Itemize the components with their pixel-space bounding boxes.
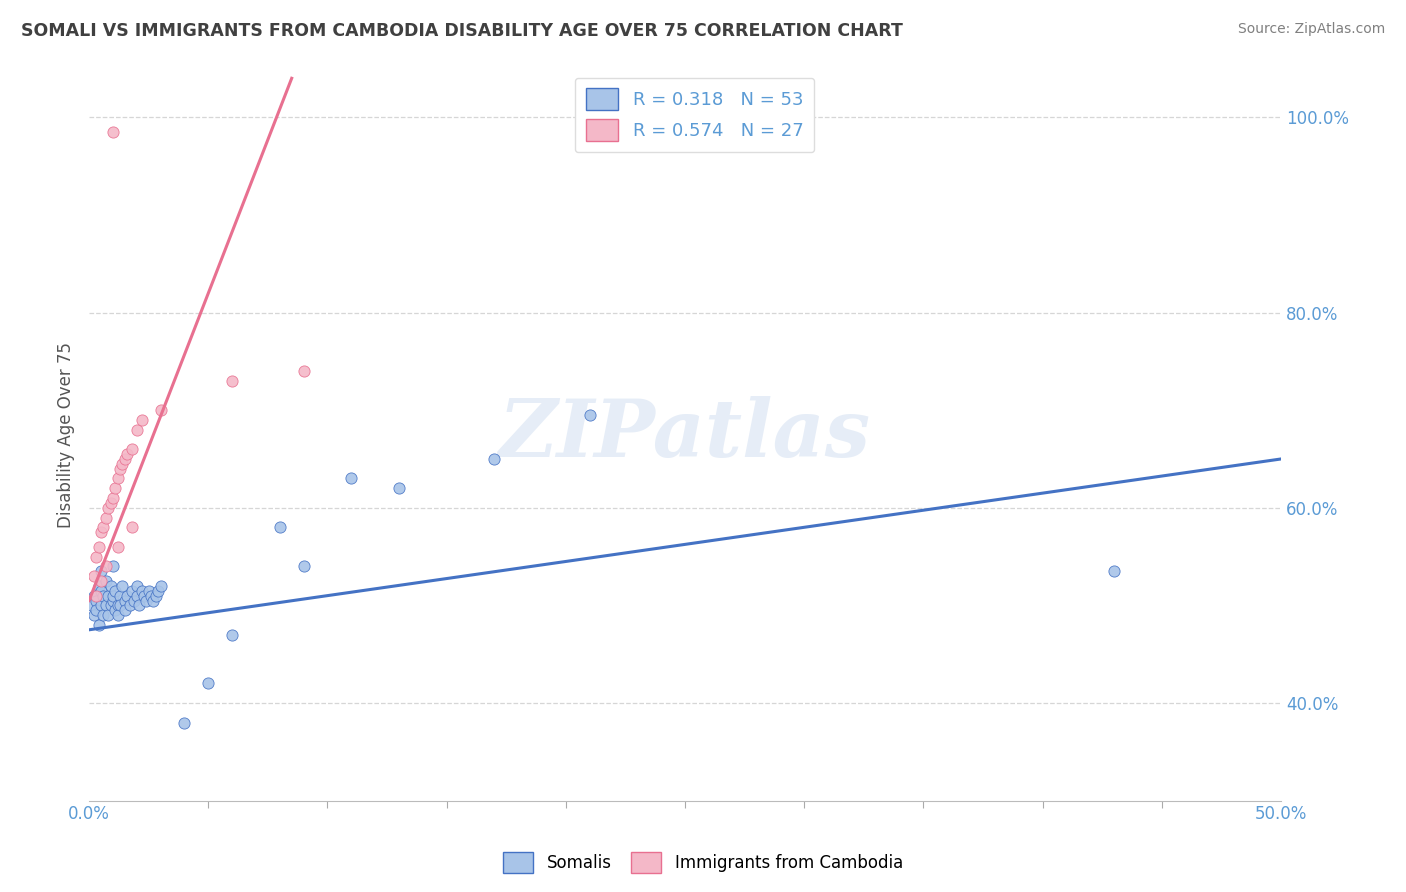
Point — [84, 603, 107, 617]
Point — [121, 583, 143, 598]
Point — [388, 481, 411, 495]
Point — [1102, 564, 1125, 578]
Point — [93, 589, 115, 603]
Point — [578, 408, 600, 422]
Point — [292, 364, 315, 378]
Point — [80, 599, 103, 613]
Point — [107, 608, 129, 623]
Point — [292, 559, 315, 574]
Point — [90, 599, 112, 613]
Point — [149, 403, 172, 417]
Point — [97, 500, 120, 515]
Point — [121, 520, 143, 534]
Point — [114, 603, 136, 617]
Point — [107, 471, 129, 485]
Point — [90, 574, 112, 588]
Point — [145, 589, 167, 603]
Point — [87, 618, 110, 632]
Point — [108, 599, 131, 613]
Point — [90, 525, 112, 540]
Point — [94, 559, 117, 574]
Point — [221, 628, 243, 642]
Point — [107, 599, 129, 613]
Point — [111, 579, 134, 593]
Point — [484, 452, 506, 467]
Point — [139, 589, 162, 603]
Point — [100, 599, 122, 613]
Point — [93, 608, 115, 623]
Point — [107, 540, 129, 554]
Point — [84, 589, 107, 603]
Point — [128, 599, 150, 613]
Point — [90, 583, 112, 598]
Point — [149, 579, 172, 593]
Point — [101, 593, 124, 607]
Point — [94, 599, 117, 613]
Point — [118, 599, 141, 613]
Point — [148, 583, 170, 598]
Text: Source: ZipAtlas.com: Source: ZipAtlas.com — [1237, 22, 1385, 37]
Point — [83, 608, 105, 623]
Y-axis label: Disability Age Over 75: Disability Age Over 75 — [58, 342, 75, 527]
Text: SOMALI VS IMMIGRANTS FROM CAMBODIA DISABILITY AGE OVER 75 CORRELATION CHART: SOMALI VS IMMIGRANTS FROM CAMBODIA DISAB… — [21, 22, 903, 40]
Point — [115, 447, 138, 461]
Point — [84, 593, 107, 607]
Point — [114, 593, 136, 607]
Point — [132, 589, 155, 603]
Point — [114, 452, 136, 467]
Point — [121, 442, 143, 457]
Point — [84, 549, 107, 564]
Point — [97, 589, 120, 603]
Legend: R = 0.318   N = 53, R = 0.574   N = 27: R = 0.318 N = 53, R = 0.574 N = 27 — [575, 78, 814, 153]
Point — [104, 481, 127, 495]
Point — [83, 589, 105, 603]
Point — [101, 491, 124, 505]
Point — [340, 471, 363, 485]
Point — [104, 583, 127, 598]
Point — [125, 579, 148, 593]
Point — [115, 589, 138, 603]
Point — [269, 520, 291, 534]
Point — [93, 520, 115, 534]
Point — [125, 589, 148, 603]
Point — [87, 579, 110, 593]
Point — [101, 589, 124, 603]
Point — [101, 559, 124, 574]
Point — [131, 413, 153, 427]
Point — [142, 593, 165, 607]
Point — [173, 715, 195, 730]
Point — [94, 510, 117, 524]
Point — [104, 603, 127, 617]
Point — [108, 589, 131, 603]
Point — [87, 540, 110, 554]
Legend: Somalis, Immigrants from Cambodia: Somalis, Immigrants from Cambodia — [496, 846, 910, 880]
Point — [100, 496, 122, 510]
Point — [135, 593, 157, 607]
Point — [83, 569, 105, 583]
Point — [111, 457, 134, 471]
Point — [90, 564, 112, 578]
Text: ZIPatlas: ZIPatlas — [499, 396, 872, 474]
Point — [124, 593, 146, 607]
Point — [138, 583, 160, 598]
Point — [101, 125, 124, 139]
Point — [108, 461, 131, 475]
Point — [197, 676, 219, 690]
Point — [221, 374, 243, 388]
Point — [94, 574, 117, 588]
Point — [131, 583, 153, 598]
Point — [97, 608, 120, 623]
Point — [125, 423, 148, 437]
Point — [100, 579, 122, 593]
